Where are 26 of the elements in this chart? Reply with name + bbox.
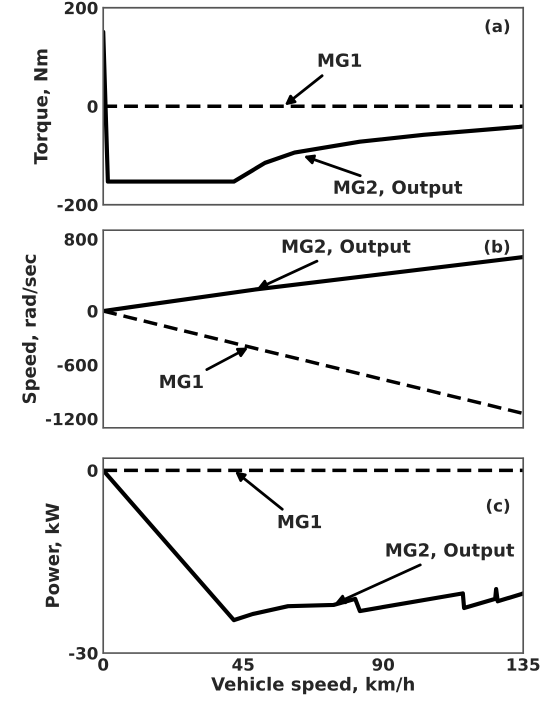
y-tick-label: -600	[58, 358, 98, 372]
x-tick-label: 90	[372, 658, 394, 671]
y-tick-label: 800	[64, 233, 98, 246]
y-tick-label: 0	[88, 464, 98, 477]
y-axis-title: Power, kW	[45, 503, 62, 607]
annotation: MG2, Output	[282, 239, 410, 257]
y-tick-label: -30	[69, 647, 98, 660]
annotation: (a)	[486, 19, 510, 34]
y-tick-label: -1200	[46, 412, 98, 426]
annotation: MG1	[318, 53, 362, 68]
x-tick-label: 0	[98, 658, 108, 671]
annotation: MG1	[278, 514, 322, 528]
annotation: MG2, Output	[334, 180, 462, 198]
annotation: MG2, Output	[386, 543, 514, 560]
x-tick-label: 45	[232, 658, 254, 671]
annotation: MG1	[160, 374, 203, 388]
y-tick-label: 0	[88, 304, 98, 318]
x-tick-label: 135	[508, 658, 540, 671]
y-tick-label: -200	[58, 198, 98, 212]
y-tick-label: 200	[64, 2, 98, 14]
y-axis-title: Speed, rad/sec	[22, 254, 40, 404]
y-tick-label: 0	[88, 100, 98, 113]
y-axis-title: Torque, Nm	[34, 50, 52, 164]
annotation: (c)	[486, 498, 510, 514]
annotation: (b)	[484, 240, 510, 255]
x-axis-title: Vehicle speed, km/h	[211, 676, 414, 694]
